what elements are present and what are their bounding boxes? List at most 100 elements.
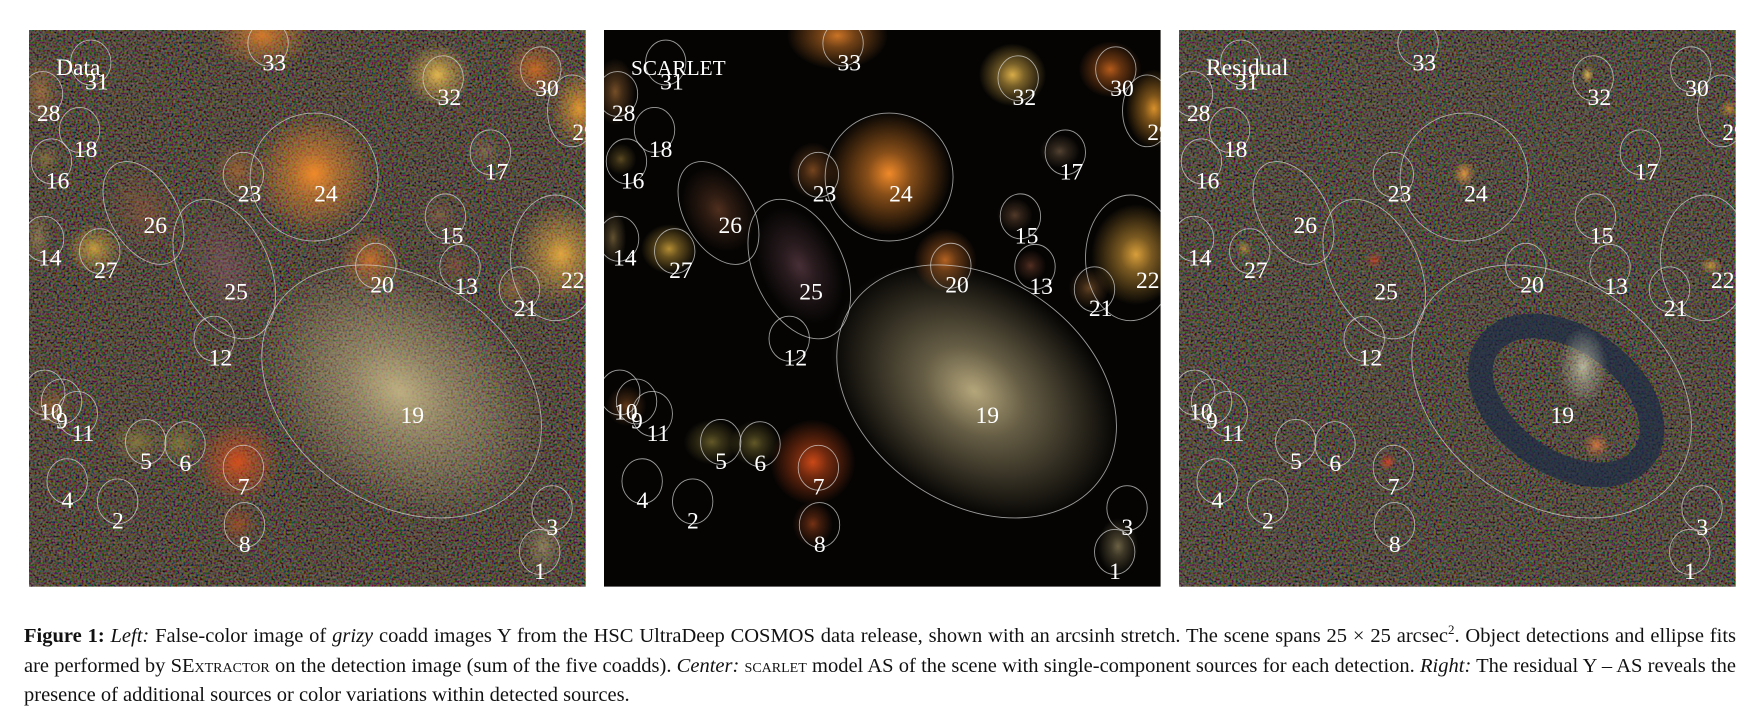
detection-ellipse — [29, 71, 64, 117]
source-label: 3 — [1121, 515, 1133, 541]
source-label: 25 — [799, 279, 823, 305]
source-glow — [1378, 453, 1397, 472]
source-label: 3 — [1696, 515, 1708, 541]
source-glow — [1014, 249, 1047, 282]
caption-text: Center: — [676, 654, 740, 677]
detection-ellipse — [798, 502, 841, 548]
source-glow — [792, 501, 833, 547]
detection-ellipse — [1397, 30, 1439, 67]
detection-ellipse — [40, 378, 83, 425]
source-label: 9 — [631, 408, 643, 434]
source-label: 19 — [401, 403, 425, 429]
detection-ellipse — [97, 478, 139, 525]
source-label: 33 — [837, 50, 861, 76]
detection-ellipse — [1314, 421, 1356, 468]
detection-ellipse — [46, 458, 88, 505]
detection-ellipse — [1247, 478, 1289, 525]
detection-ellipse — [531, 485, 573, 532]
source-label: 30 — [1110, 76, 1134, 102]
detection-ellipse — [1589, 243, 1631, 290]
detection-ellipse — [836, 264, 1117, 519]
detection-ellipse — [30, 138, 73, 185]
source-label: 6 — [179, 451, 191, 477]
source-label: 18 — [1224, 137, 1248, 163]
source-label: 12 — [1359, 346, 1383, 372]
detection-ellipse — [1220, 39, 1262, 86]
detection-ellipse — [249, 112, 379, 242]
source-glow — [516, 203, 586, 305]
source-label: 23 — [813, 182, 837, 208]
detection-ellipse — [1505, 242, 1547, 289]
source-label: 10 — [1189, 399, 1213, 425]
source-glow — [604, 209, 627, 266]
source-label: 11 — [72, 421, 95, 447]
source-label: 15 — [440, 223, 464, 249]
detection-ellipse — [439, 243, 481, 290]
detection-ellipse — [102, 161, 185, 265]
detection-ellipse — [1044, 129, 1086, 176]
source-label: 15 — [1590, 223, 1614, 249]
detection-ellipse — [1372, 151, 1415, 198]
detection-ellipse — [700, 419, 742, 465]
source-label: 2 — [687, 508, 699, 534]
detection-ellipse — [79, 228, 121, 275]
detection-ellipse — [1014, 243, 1056, 290]
source-label: 7 — [238, 475, 250, 501]
source-label: 6 — [754, 451, 766, 477]
source-label: 12 — [209, 346, 233, 372]
source-label: 33 — [262, 50, 286, 76]
detection-ellipse — [547, 74, 586, 148]
detection-ellipse — [1179, 215, 1215, 262]
detection-ellipse — [604, 71, 639, 117]
detection-ellipse — [1179, 71, 1214, 117]
caption-text: The residual Y – AS reveals the presence… — [24, 654, 1736, 707]
detection-ellipse — [1619, 129, 1661, 176]
detection-ellipse — [1399, 112, 1529, 242]
source-glow — [493, 267, 535, 309]
source-label: 11 — [647, 421, 670, 447]
source-glow — [31, 385, 72, 427]
caption-text: False-color image of — [149, 625, 333, 647]
source-label: 5 — [140, 449, 152, 475]
source-label: 8 — [1389, 532, 1401, 558]
detection-ellipse — [604, 215, 640, 262]
source-label: 10 — [614, 399, 638, 425]
source-label: 23 — [238, 182, 262, 208]
source-label: 31 — [85, 69, 109, 95]
source-glow — [606, 385, 647, 427]
panel-title: Data — [56, 55, 101, 81]
detection-ellipse — [1373, 502, 1416, 548]
source-label: 11 — [1222, 421, 1245, 447]
source-label: 24 — [889, 182, 913, 208]
source-label: 19 — [976, 403, 1000, 429]
source-glow — [106, 167, 181, 252]
detection-ellipse — [1208, 106, 1251, 153]
source-label: 29 — [572, 120, 596, 146]
detection-ellipse — [1574, 193, 1617, 240]
source-glow — [1125, 69, 1161, 148]
source-glow — [1078, 41, 1142, 98]
detection-ellipse — [1106, 485, 1148, 532]
detection-ellipse — [654, 228, 696, 275]
source-label: 21 — [514, 296, 538, 322]
source-label: 31 — [660, 69, 684, 95]
source-label: 22 — [561, 268, 585, 294]
detection-ellipse — [29, 215, 65, 262]
source-label: 30 — [535, 76, 559, 102]
source-glow — [755, 207, 844, 325]
source-label: 25 — [224, 279, 248, 305]
detection-ellipse — [125, 419, 167, 465]
source-label: 32 — [438, 85, 462, 111]
caption-text: scarlet — [739, 654, 807, 677]
source-label: 3 — [546, 515, 558, 541]
detection-ellipse — [1073, 266, 1116, 313]
detection-ellipse — [355, 242, 397, 289]
detection-ellipse — [222, 444, 265, 491]
source-label: 14 — [38, 246, 62, 272]
source-label: 23 — [1388, 182, 1412, 208]
source-glow — [439, 249, 472, 282]
source-label: 28 — [612, 101, 636, 127]
detection-ellipse — [1660, 194, 1736, 322]
detection-ellipse — [999, 193, 1042, 240]
